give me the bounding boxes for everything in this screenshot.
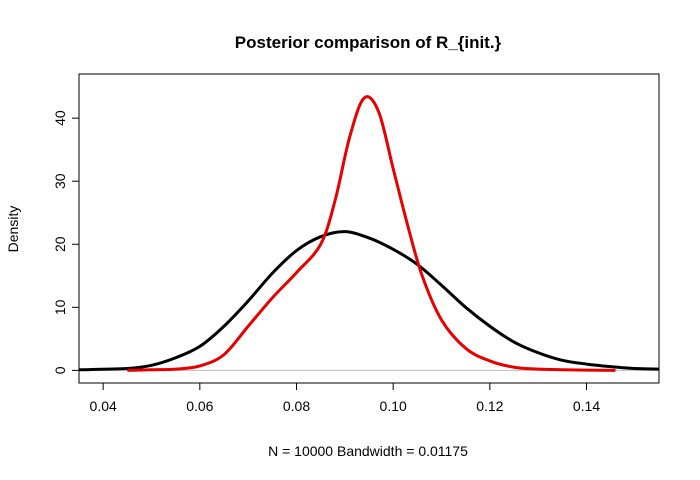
series-line-1 bbox=[78, 230, 660, 372]
x-tick-label: 0.14 bbox=[573, 398, 600, 414]
y-tick-label: 40 bbox=[52, 110, 68, 126]
y-tick-label: 30 bbox=[52, 173, 68, 189]
series-lines bbox=[78, 95, 660, 372]
plot-frame bbox=[78, 73, 660, 384]
x-axis-label: N = 10000 Bandwidth = 0.01175 bbox=[268, 443, 468, 459]
x-tick-label: 0.06 bbox=[186, 398, 213, 414]
y-axis-label: Density bbox=[5, 206, 21, 253]
x-tick-label: 0.08 bbox=[283, 398, 310, 414]
x-tick-label: 0.12 bbox=[476, 398, 503, 414]
y-axis: 0 10 20 30 40 bbox=[52, 110, 79, 374]
y-tick-label: 20 bbox=[52, 236, 68, 252]
x-tick-label: 0.04 bbox=[90, 398, 117, 414]
y-tick-label: 10 bbox=[52, 299, 68, 315]
y-tick-label: 0 bbox=[52, 366, 68, 374]
series-line-2 bbox=[127, 95, 616, 372]
x-tick-label: 0.10 bbox=[380, 398, 407, 414]
x-axis: 0.04 0.06 0.08 0.10 0.12 0.14 bbox=[90, 383, 600, 414]
chart-title: Posterior comparison of R_{init.} bbox=[235, 33, 502, 52]
